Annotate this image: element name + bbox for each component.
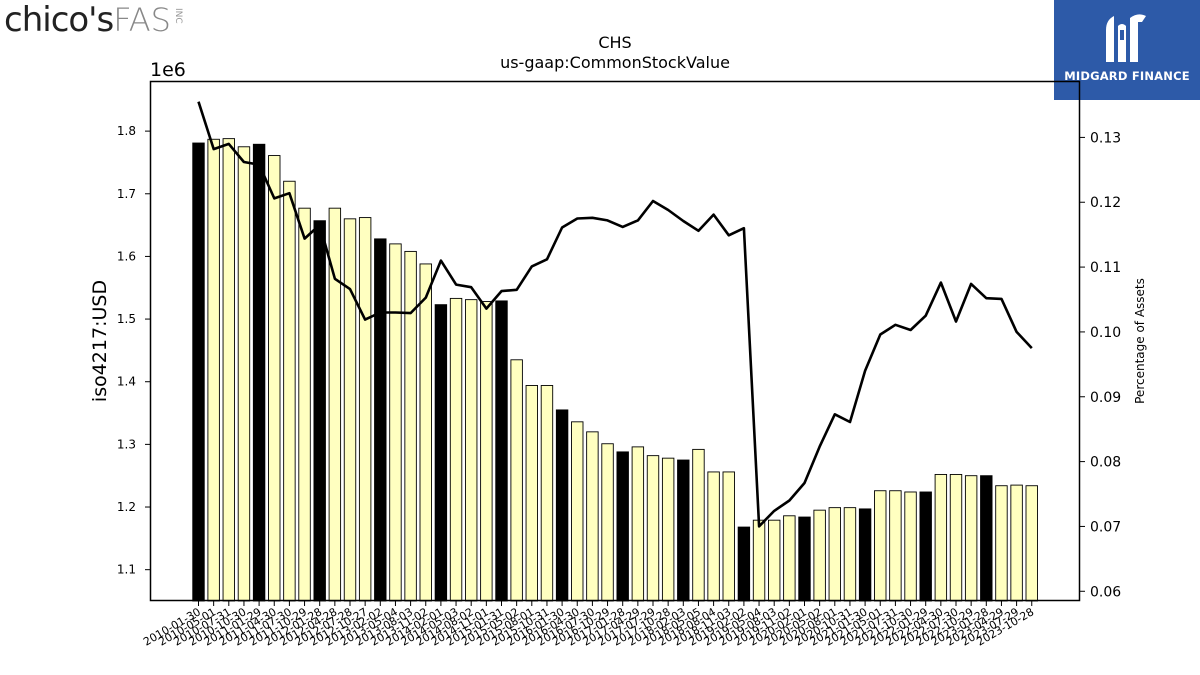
plot-frame (149, 80, 1081, 602)
bar-2017-04-29 (631, 446, 645, 602)
bar-2021-05-01 (874, 490, 887, 602)
y2-axis-label: Percentage of Assets (1133, 278, 1147, 404)
bar-2019-11-02 (783, 515, 796, 602)
y-tick-label: 1.8 (117, 124, 136, 138)
bar-2017-07-29 (646, 455, 660, 602)
y2-tick-label: 0.07 (1090, 519, 1121, 535)
bar-2013-05-04 (389, 243, 402, 602)
logo-name: MIDGARD FINANCE (1064, 69, 1190, 83)
series-line-percentage-of-assets (197, 101, 1033, 528)
bar-2018-11-03 (722, 471, 735, 602)
logo-suffix-text: INC (172, 8, 183, 24)
bar-2015-01-31 (495, 300, 508, 602)
bar-2014-08-02 (465, 299, 478, 602)
y2-tick-label: 0.11 (1090, 260, 1121, 276)
bar-2018-02-03 (677, 459, 690, 602)
chart-title: CHS (598, 33, 631, 52)
bar-2020-02-01 (798, 516, 811, 602)
bar-2012-01-28 (313, 220, 326, 602)
bar-2010-07-31 (222, 138, 236, 602)
bar-2017-10-28 (661, 457, 675, 602)
bar-2019-02-02 (737, 526, 751, 602)
bar-2012-10-27 (358, 217, 372, 602)
bar-2011-01-29 (252, 143, 266, 602)
bar-2023-10-28 (1025, 485, 1038, 602)
logo-primary-text: chico's (4, 0, 114, 40)
bar-2013-02-02 (374, 238, 387, 602)
bar-2010-10-30 (237, 146, 251, 602)
bar-2018-08-04 (707, 471, 720, 602)
bar-2013-08-03 (404, 250, 417, 602)
bar-2015-05-02 (510, 359, 523, 602)
chicos-fas-logo: chico's FAS INC (4, 0, 183, 40)
y2-tick-label: 0.13 (1090, 130, 1121, 146)
bar-2015-10-31 (540, 385, 554, 602)
y-tick-label: 1.6 (117, 249, 136, 263)
bar-2014-11-01 (480, 301, 493, 602)
chart-subtitle: us-gaap:CommonStockValue (500, 53, 730, 72)
y-axis-label: iso4217:USD (89, 280, 111, 402)
bar-2010-05-01 (207, 138, 220, 602)
bar-2022-10-29 (964, 475, 978, 602)
bar-2021-01-30 (858, 508, 872, 602)
bar-2021-07-31 (889, 490, 902, 602)
bar-2020-08-01 (828, 507, 841, 602)
y-scale-label: 1e6 (150, 59, 186, 81)
y-tick-label: 1.1 (117, 563, 136, 577)
bar-2014-05-03 (449, 297, 463, 602)
bar-2020-05-02 (813, 509, 826, 602)
midgard-finance-logo: MIDGARD FINANCE (1054, 0, 1200, 100)
y2-tick-label: 0.09 (1090, 390, 1121, 406)
bar-2022-04-30 (934, 473, 948, 602)
y2-tick-label: 0.10 (1090, 325, 1121, 341)
bar-2013-11-02 (419, 263, 432, 602)
bar-2016-10-29 (601, 443, 614, 602)
bar-2012-07-28 (343, 218, 357, 602)
bar-2011-04-30 (268, 155, 281, 602)
midgard-mark-icon (1106, 14, 1146, 62)
bar-2019-08-03 (768, 519, 781, 602)
bar-2010-01-30 (192, 142, 205, 602)
bar-2014-02-01 (434, 304, 448, 602)
logo-secondary-text: FAS (113, 1, 171, 39)
bar-2023-04-29 (995, 485, 1008, 602)
bar-2017-01-28 (616, 451, 629, 602)
bar-2016-04-30 (571, 421, 584, 602)
y-tick-label: 1.5 (117, 312, 136, 326)
bar-2022-01-29 (919, 491, 932, 602)
bar-2020-10-31 (843, 507, 857, 602)
bar-2015-08-01 (525, 385, 538, 602)
bar-2011-07-30 (283, 180, 296, 602)
bar-2023-07-29 (1010, 484, 1023, 602)
y-tick-label: 1.4 (117, 375, 136, 389)
bar-2016-01-30 (555, 409, 569, 602)
bar-2022-07-30 (949, 473, 963, 602)
bar-2021-10-30 (904, 491, 917, 602)
y2-tick-label: 0.08 (1090, 455, 1121, 471)
y-tick-label: 1.7 (117, 187, 136, 201)
y2-tick-label: 0.12 (1090, 195, 1121, 211)
bar-2016-07-30 (586, 431, 599, 602)
y-tick-label: 1.3 (117, 437, 136, 451)
y2-tick-label: 0.06 (1090, 584, 1121, 600)
bar-2018-05-05 (692, 448, 705, 602)
bar-2011-10-29 (298, 207, 311, 602)
y-tick-label: 1.2 (117, 500, 136, 514)
bar-2019-05-04 (752, 519, 766, 602)
bar-2023-01-28 (980, 475, 993, 602)
